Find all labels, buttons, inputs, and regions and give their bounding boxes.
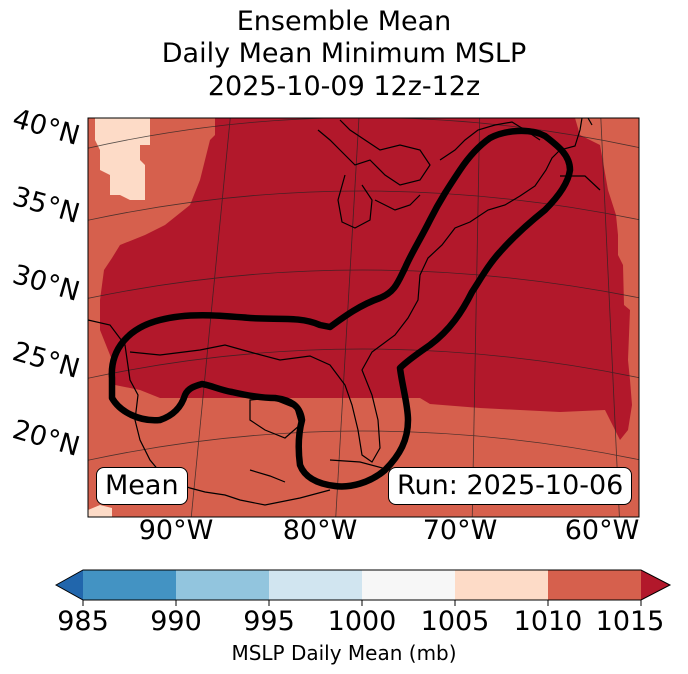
lon-label-60: 60°W (564, 515, 640, 546)
colorbar-1010-1015 (548, 570, 641, 600)
map-frame (87, 117, 640, 518)
colorbar (54, 569, 672, 606)
cb-tick-990: 990 (150, 606, 202, 637)
field-above-1015 (100, 118, 632, 440)
cb-tick-985: 985 (57, 606, 109, 637)
mean-label-box: Mean (96, 467, 188, 505)
colorbar-985-990 (83, 570, 176, 600)
cb-tick-1000: 1000 (327, 606, 397, 637)
colorbar-label: MSLP Daily Mean (mb) (231, 641, 457, 665)
cb-tick-1005: 1005 (420, 606, 490, 637)
cb-tick-1015: 1015 (595, 606, 665, 637)
colorbar-1000-1005 (362, 570, 455, 600)
field-1005-1010-south (88, 505, 112, 517)
cb-tick-995: 995 (243, 606, 295, 637)
lon-label-70: 70°W (422, 515, 498, 546)
run-date-box: Run: 2025-10-06 (388, 467, 633, 505)
colorbar-over-arrow (641, 570, 670, 600)
lon-label-90: 90°W (138, 515, 214, 546)
cb-tick-1010: 1010 (513, 606, 583, 637)
title-line-1: Ensemble Mean (236, 6, 452, 37)
colorbar-1005-1010 (455, 570, 548, 600)
title-line-2: Daily Mean Minimum MSLP (161, 38, 527, 69)
ensemble-contour (108, 127, 574, 490)
colorbar-under-arrow (56, 570, 83, 600)
title-line-3: 2025-10-09 12z-12z (207, 71, 481, 102)
colorbar-995-1000 (269, 570, 362, 600)
lon-label-80: 80°W (282, 515, 358, 546)
colorbar-990-995 (176, 570, 269, 600)
